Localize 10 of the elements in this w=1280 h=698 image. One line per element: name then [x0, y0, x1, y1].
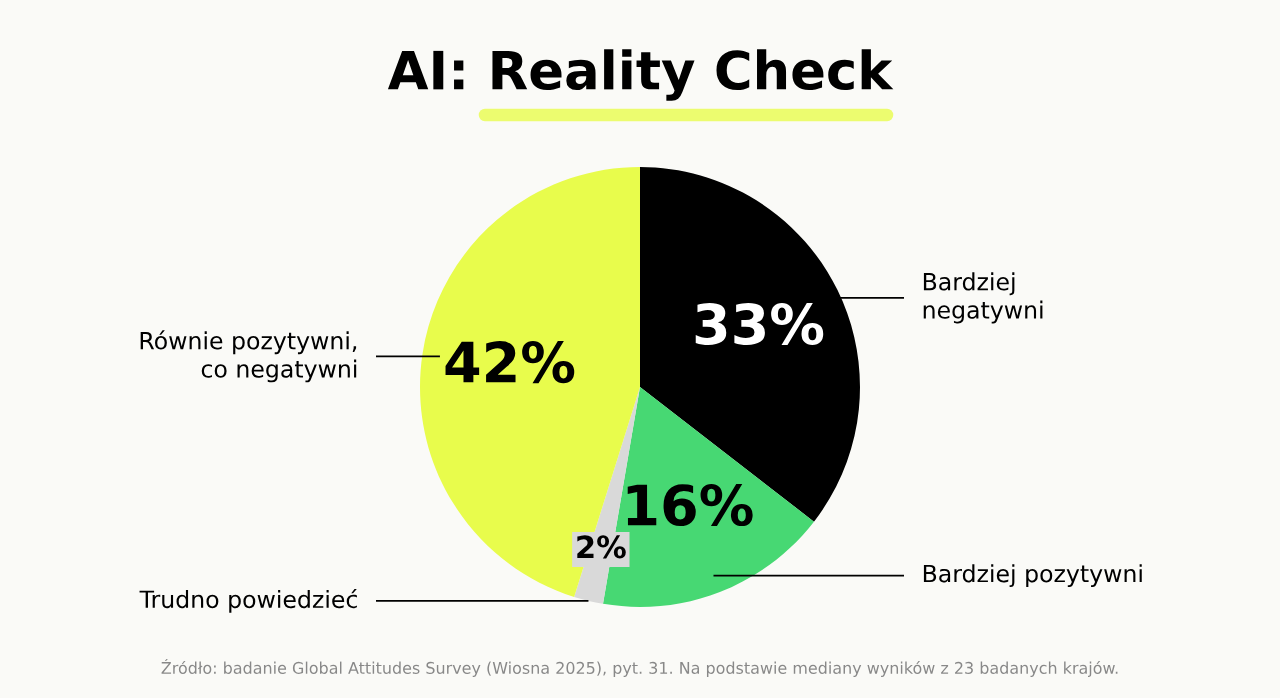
data-label: 42%: [445, 341, 575, 384]
slice-label: Bardziej negatywni: [923, 272, 1043, 324]
slice-label: Trudno powiedzieć: [139, 588, 357, 613]
data-label: 16%: [627, 484, 753, 527]
slice-label: Bardziej pozytywni: [923, 564, 1142, 588]
text: Źródło: badanie Global Attitudes Survey (Wiosna 2025), pyt. 31. Na podstawie mediany wyników z 23 badanych krajów.: [161, 658, 1118, 678]
chart-title: AI: Reality Check: [387, 49, 894, 101]
data-label: 33%: [695, 302, 824, 345]
data-label: 2%: [577, 535, 626, 559]
slice-label: Równie pozytywni, co negatywni: [140, 330, 357, 383]
